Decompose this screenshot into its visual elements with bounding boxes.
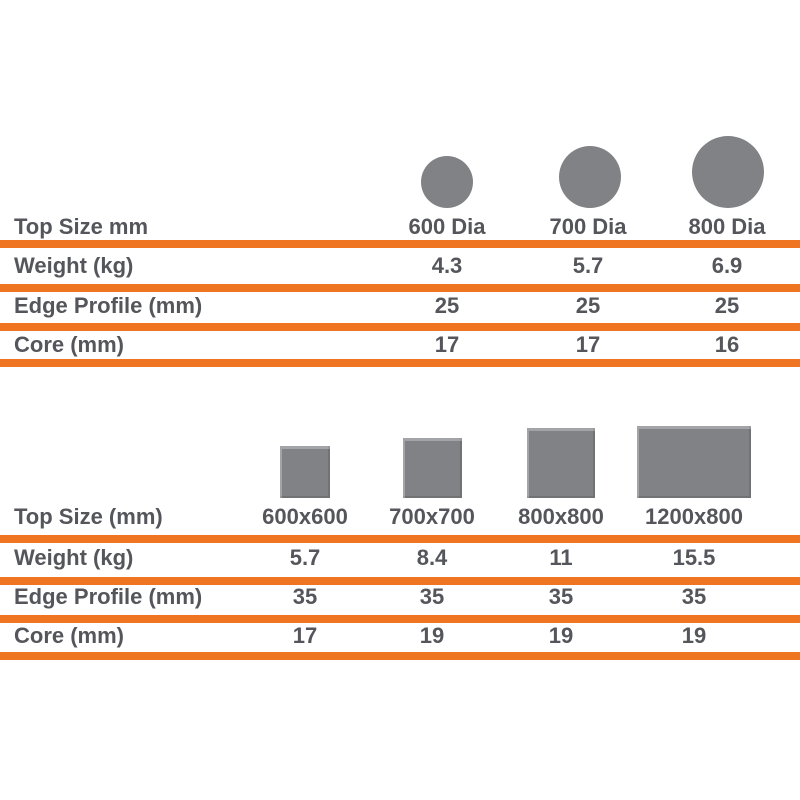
cell-value: 35 — [292, 584, 318, 609]
cell-value: 5.7 — [572, 253, 604, 278]
divider-line — [0, 240, 800, 248]
cell-value: 8.4 — [416, 545, 448, 570]
column-header: 600x600 — [262, 504, 348, 529]
row-label-top-size: Top Size (mm) — [14, 504, 163, 529]
cell-value: 35 — [548, 584, 574, 609]
square-edge-profile-row: Edge Profile (mm) 35 35 35 35 — [0, 582, 800, 612]
row-label-core: Core (mm) — [14, 623, 125, 648]
square-top-shape-700x700 — [403, 438, 462, 498]
cell-value: 6.9 — [711, 253, 743, 278]
square-header-row: Top Size (mm) 600x600 700x700 800x800 12… — [0, 502, 800, 532]
column-header: 800 Dia — [688, 214, 766, 239]
divider-line — [0, 284, 800, 292]
row-label-core: Core (mm) — [14, 332, 125, 357]
cell-value: 35 — [419, 584, 445, 609]
cell-value: 15.5 — [672, 545, 716, 570]
cell-value: 4.3 — [431, 253, 463, 278]
row-label-top-size: Top Size mm — [14, 214, 149, 239]
square-core-row: Core (mm) 17 19 19 19 — [0, 621, 800, 651]
column-header: 800x800 — [518, 504, 604, 529]
divider-line — [0, 323, 800, 331]
cell-value: 19 — [548, 623, 574, 648]
cell-value: 16 — [714, 332, 740, 357]
column-header: 600 Dia — [408, 214, 486, 239]
row-label-edge-profile: Edge Profile (mm) — [14, 584, 203, 609]
cell-value: 19 — [681, 623, 707, 648]
square-top-shape-600x600 — [280, 446, 330, 498]
cell-value: 17 — [434, 332, 460, 357]
cell-value: 25 — [575, 293, 601, 318]
round-top-shape-800-dia — [692, 136, 764, 208]
divider-line — [0, 615, 800, 623]
divider-line — [0, 577, 800, 585]
round-edge-profile-row: Edge Profile (mm) 25 25 25 — [0, 291, 800, 321]
rect-top-shape-1200x800 — [637, 426, 751, 498]
row-label-weight: Weight (kg) — [14, 545, 134, 570]
round-top-shape-700-dia — [559, 146, 621, 208]
column-header: 700 Dia — [549, 214, 627, 239]
column-header: 1200x800 — [645, 504, 743, 529]
round-top-shape-600-dia — [421, 156, 473, 208]
column-header: 700x700 — [389, 504, 475, 529]
divider-line — [0, 652, 800, 660]
cell-value: 35 — [681, 584, 707, 609]
cell-value: 5.7 — [289, 545, 321, 570]
cell-value: 17 — [575, 332, 601, 357]
square-weight-row: Weight (kg) 5.7 8.4 11 15.5 — [0, 543, 800, 573]
cell-value: 19 — [419, 623, 445, 648]
row-label-edge-profile: Edge Profile (mm) — [14, 293, 203, 318]
square-top-shape-800x800 — [527, 428, 595, 498]
round-header-row: Top Size mm 600 Dia 700 Dia 800 Dia — [0, 212, 800, 242]
divider-line — [0, 359, 800, 367]
divider-line — [0, 535, 800, 543]
cell-value: 25 — [434, 293, 460, 318]
row-label-weight: Weight (kg) — [14, 253, 134, 278]
cell-value: 11 — [549, 545, 573, 570]
cell-value: 17 — [292, 623, 318, 648]
round-weight-row: Weight (kg) 4.3 5.7 6.9 — [0, 251, 800, 281]
round-core-row: Core (mm) 17 17 16 — [0, 330, 800, 360]
cell-value: 25 — [714, 293, 740, 318]
